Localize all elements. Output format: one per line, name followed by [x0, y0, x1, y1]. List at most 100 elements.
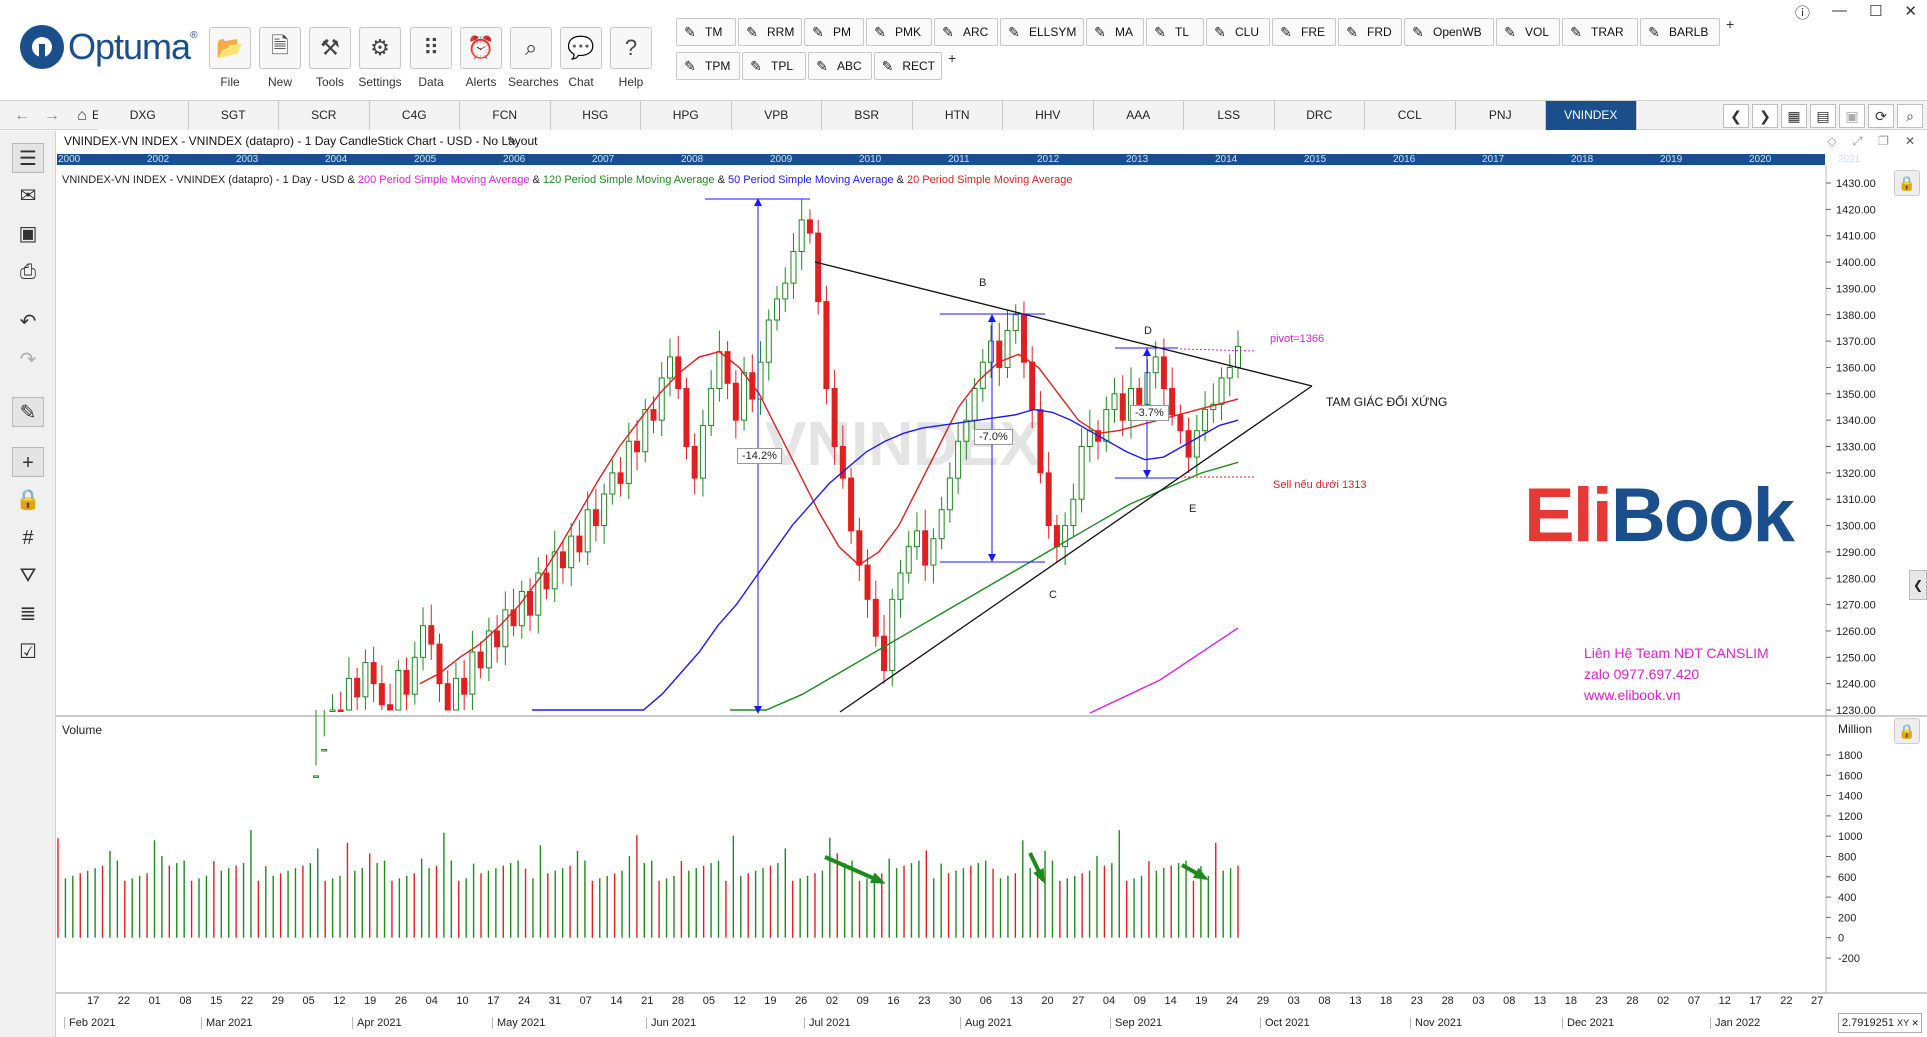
year-range-selection[interactable] [56, 153, 1826, 166]
tab-fcn[interactable]: FCN [460, 101, 551, 130]
draw-tool-arc-button[interactable]: ✎ ARC [934, 18, 998, 46]
candle-body [650, 409, 657, 421]
volume-lock-icon[interactable]: 🔒 [1894, 718, 1920, 744]
tab-scr[interactable]: SCR [279, 101, 370, 130]
draw-tool-trar-button[interactable]: ✎ TRAR [1562, 18, 1638, 46]
stamp-icon[interactable]: ⛛ [19, 565, 37, 587]
tab-aaa[interactable]: AAA [1093, 101, 1184, 130]
float-icon[interactable]: ❐ [1878, 134, 1889, 148]
edit-title-icon[interactable]: ✎ [507, 134, 518, 148]
tab-hsg[interactable]: HSG [550, 101, 641, 130]
tab-partial[interactable]: E [92, 108, 101, 122]
save-icon[interactable]: ▣ [18, 223, 38, 245]
forward-arrow-icon[interactable]: → [44, 107, 60, 124]
home-icon[interactable]: ⌂ [77, 107, 87, 124]
lock-icon[interactable]: 🔒 [15, 489, 41, 511]
tab-dxg[interactable]: DXG [98, 101, 189, 130]
toolbar-help-button[interactable]: ? Help [608, 27, 654, 93]
minimize-icon[interactable]: — [1831, 2, 1847, 19]
draw-tool-rrm-button[interactable]: ✎ RRM [738, 18, 802, 46]
month-label: Sep 2021 [1110, 1017, 1162, 1029]
search-tab-icon[interactable]: ⌕ [1897, 104, 1923, 128]
date-axis[interactable]: 17 22 01 08 15 22 29 05 12 19 26 04 10 17 24 31 07 14 21 28… [56, 993, 1826, 1037]
tab-htn[interactable]: HTN [912, 101, 1003, 130]
text-tool-icon[interactable]: ☰ [12, 143, 44, 173]
unpin-icon[interactable]: ⤢ [1852, 134, 1863, 148]
tab-ccl[interactable]: CCL [1365, 101, 1456, 130]
draw-tool-vol-button[interactable]: ✎ VOL [1496, 18, 1560, 46]
draw-tool-frd-button[interactable]: ✎ FRD [1338, 18, 1402, 46]
grid-icon[interactable]: ▤ [1810, 104, 1836, 128]
redo-icon[interactable]: ↷ [19, 349, 37, 371]
collapse-panel-icon[interactable]: ❮ [1909, 570, 1927, 600]
tab-vpb[interactable]: VPB [731, 101, 822, 130]
draw-tool-pmk-button[interactable]: ✎ PMK [866, 18, 932, 46]
price-lock-icon[interactable]: 🔒 [1894, 170, 1920, 196]
tab-c4g[interactable]: C4G [369, 101, 460, 130]
draw-tool-tpm-button[interactable]: ✎ TPM [676, 52, 740, 80]
draw-tool-barlb-button[interactable]: ✎ BARLB [1640, 18, 1720, 46]
draw-tool-ellsym-button[interactable]: ✎ ELLSYM [1000, 18, 1084, 46]
add-tool-plus[interactable]: + [1726, 16, 1735, 32]
month-label: May 2021 [492, 1017, 545, 1029]
toolbar-alerts-button[interactable]: ⏰ Alerts [458, 27, 504, 93]
toolbar-file-button[interactable]: 📂 File [207, 27, 253, 93]
tab-prev-icon[interactable]: ❮ [1723, 104, 1749, 128]
draw-tool-tpl-button[interactable]: ✎ TPL [742, 52, 806, 80]
xy-readout[interactable]: 2.7919251 XY ✕ [1838, 1013, 1922, 1033]
chart-close-icon[interactable]: ✕ [1904, 134, 1915, 148]
open-folder-icon[interactable]: ✉ [19, 185, 37, 207]
crosshair-icon[interactable]: + [12, 447, 44, 477]
candle-body [749, 372, 756, 400]
candle-body [839, 446, 846, 479]
tab-bsr[interactable]: BSR [822, 101, 913, 130]
draw-tool-tl-button[interactable]: ✎ TL [1146, 18, 1204, 46]
tab-next-icon[interactable]: ❯ [1752, 104, 1778, 128]
draw-tool-openwb-button[interactable]: ✎ OpenWB [1404, 18, 1494, 46]
tab-hpg[interactable]: HPG [641, 101, 732, 130]
tab-hhv[interactable]: HHV [1003, 101, 1094, 130]
draw-tool-clu-button[interactable]: ✎ CLU [1206, 18, 1270, 46]
refresh-icon[interactable]: ⟳ [1868, 104, 1894, 128]
tab-pnj[interactable]: PNJ [1455, 101, 1546, 130]
draw-tool-fre-button[interactable]: ✎ FRE [1272, 18, 1336, 46]
year-label: 2016 [1393, 154, 1416, 165]
tab-drc[interactable]: DRC [1274, 101, 1365, 130]
toolbar-settings-button[interactable]: ⚙ Settings [357, 27, 403, 93]
measure-arrow-1b [754, 706, 762, 714]
day-tick-label: 08 [1503, 995, 1516, 1007]
draw-tool-tm-button[interactable]: ✎ TM [676, 18, 736, 46]
toolbar-new-button[interactable]: 🗎 New [257, 27, 303, 93]
clipboard-icon[interactable]: ☑ [19, 641, 37, 663]
year-scroll-bar[interactable]: 2000 2002 2003 2004 2005 2006 2007 2008 2009 2010… [56, 153, 1860, 166]
wrench-icon[interactable]: ✎ [12, 397, 44, 427]
tab-lss[interactable]: LSS [1184, 101, 1275, 130]
draw-tool-pm-button[interactable]: ✎ PM [804, 18, 864, 46]
draw-tool-abc-button[interactable]: ✎ ABC [808, 52, 872, 80]
document-icon[interactable]: ≣ [19, 603, 37, 625]
toolbar-chat-button[interactable]: 💬 Chat [558, 27, 604, 93]
layout-icon[interactable]: ▦ [1781, 104, 1807, 128]
print-icon[interactable]: ⎙ [20, 261, 36, 283]
toolbar-data-button[interactable]: ⠿ Data [408, 27, 454, 93]
windows-icon[interactable]: ▣ [1839, 104, 1865, 128]
toolbar-searches-button[interactable]: ⌕ Searches [508, 27, 559, 93]
toolbar-tools-button[interactable]: ⚒ Tools [307, 27, 353, 93]
draw-tool-label: FRE [1301, 25, 1325, 39]
draw-tool-label: ARC [963, 25, 989, 39]
close-icon[interactable]: ✕ [1904, 3, 1917, 20]
undo-icon[interactable]: ↶ [19, 311, 37, 333]
back-arrow-icon[interactable]: ← [14, 107, 30, 124]
grid-lines-icon[interactable]: # [22, 527, 34, 549]
draw-tool-ma-button[interactable]: ✎ MA [1086, 18, 1144, 46]
pin-icon[interactable]: ◇ [1827, 134, 1837, 148]
tab-vnindex[interactable]: VNINDEX [1546, 101, 1637, 130]
info-icon[interactable]: ⓘ [1794, 5, 1810, 22]
maximize-icon[interactable]: ☐ [1868, 3, 1883, 20]
year-label: 2005 [414, 154, 437, 165]
tab-sgt[interactable]: SGT [188, 101, 279, 130]
candle-body [782, 282, 789, 300]
candle-body [823, 301, 830, 390]
add-tool-plus-row2[interactable]: + [948, 50, 957, 66]
draw-tool-rect-button[interactable]: ✎ RECT [874, 52, 942, 80]
